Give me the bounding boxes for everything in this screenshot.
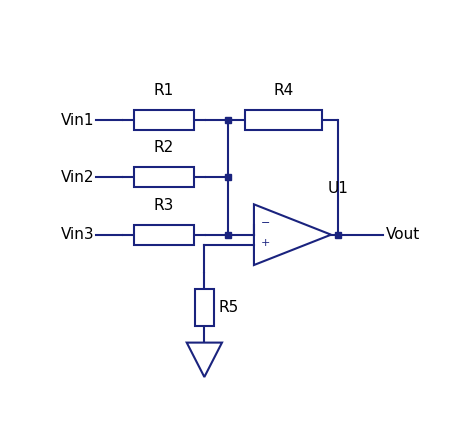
Text: −: − xyxy=(261,218,270,228)
Bar xyxy=(134,225,193,245)
Text: R3: R3 xyxy=(154,198,174,213)
Text: R2: R2 xyxy=(154,141,174,155)
Text: R1: R1 xyxy=(154,83,174,98)
Bar xyxy=(245,110,322,130)
Text: +: + xyxy=(261,238,270,248)
Text: R5: R5 xyxy=(219,300,238,314)
Text: Vin1: Vin1 xyxy=(61,113,94,127)
Bar xyxy=(134,110,193,130)
Text: U1: U1 xyxy=(328,181,348,196)
Bar xyxy=(195,289,214,325)
Text: Vin2: Vin2 xyxy=(61,170,94,185)
Bar xyxy=(134,167,193,187)
Text: Vin3: Vin3 xyxy=(61,227,94,242)
Text: R4: R4 xyxy=(273,83,293,98)
Text: Vout: Vout xyxy=(386,227,420,242)
